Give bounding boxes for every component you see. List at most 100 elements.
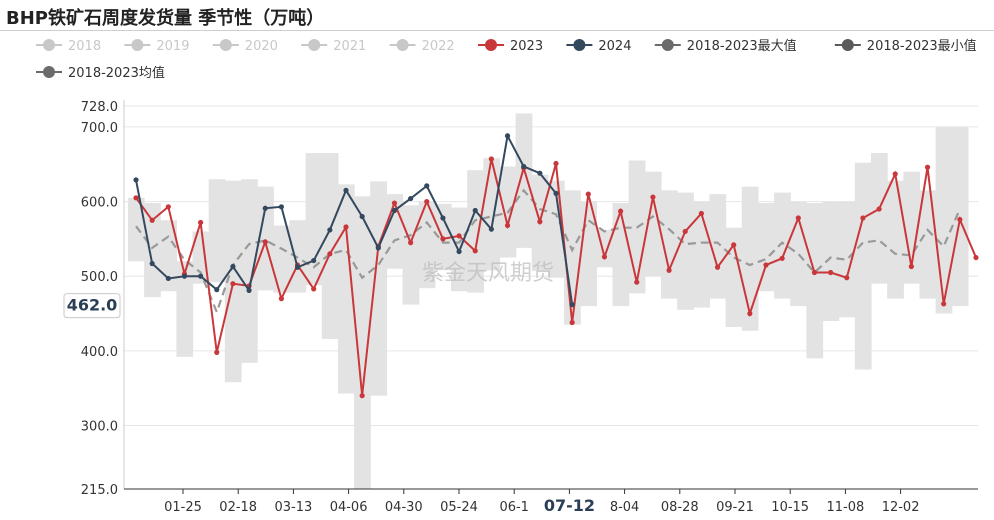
- series-2024-point: [311, 257, 317, 264]
- series-2024-point: [214, 287, 220, 293]
- series-2023-point: [828, 269, 834, 276]
- series-2024-point: [359, 213, 365, 220]
- band-segment: [644, 171, 662, 277]
- series-2024-point: [472, 207, 478, 214]
- y-tick-label: 700.0: [81, 121, 118, 136]
- series-2023-point: [941, 301, 947, 307]
- series-2023-point: [892, 171, 898, 177]
- series-2023-point: [230, 281, 236, 287]
- legend-item-2023[interactable]: 2023: [478, 39, 543, 54]
- legend-item-2018[interactable]: 2018: [36, 39, 101, 54]
- band-segment: [176, 261, 194, 357]
- series-2023: [133, 156, 979, 399]
- legend-label: 2021: [333, 39, 366, 54]
- series-2023-point: [327, 251, 333, 257]
- series-2023-point: [424, 198, 430, 205]
- legend-marker: [661, 39, 674, 51]
- series-2023-point: [876, 206, 882, 212]
- series-2023-point: [731, 242, 737, 248]
- band-segment: [661, 190, 678, 299]
- series-2024-point: [181, 273, 188, 279]
- x-tick-label: 02-18: [219, 500, 257, 515]
- legend-marker: [219, 39, 232, 51]
- band-segment: [144, 203, 161, 298]
- legend-item-2018-2023最大值[interactable]: 2018-2023最大值: [654, 38, 797, 54]
- average-line-path: [135, 188, 961, 316]
- legend-label: 2024: [598, 39, 631, 54]
- band-segment: [127, 197, 145, 262]
- band-segment: [321, 153, 339, 339]
- band-segment: [774, 192, 791, 299]
- average-line: [135, 188, 961, 316]
- x-tick-label: 01-25: [164, 500, 202, 515]
- series-2023-point: [359, 393, 365, 399]
- legend-label: 2023: [510, 39, 543, 54]
- series-2024-point: [375, 245, 381, 251]
- band-segment: [337, 184, 355, 394]
- watermark: 紫金天风期货: [422, 261, 554, 286]
- min-max-band: [127, 113, 969, 490]
- legend-item-2019[interactable]: 2019: [124, 39, 189, 54]
- series-2023-point: [618, 208, 624, 214]
- series-2023-point: [763, 262, 769, 268]
- series-2024-point: [327, 227, 333, 233]
- series-2023-point: [391, 200, 398, 206]
- series-2023-point: [569, 319, 575, 326]
- legend-item-2018-2023最小值[interactable]: 2018-2023最小值: [834, 38, 977, 54]
- legend-marker: [573, 39, 586, 51]
- series-2024-point: [440, 215, 446, 221]
- legend-item-2020[interactable]: 2020: [212, 39, 278, 54]
- series-2024-point: [278, 204, 284, 210]
- series-2024-point: [149, 260, 155, 267]
- legend-marker: [396, 39, 409, 51]
- x-tick-label: 08-28: [661, 500, 699, 515]
- series-2024-point: [537, 170, 543, 176]
- series-2023-point: [149, 217, 155, 223]
- series-2023-point: [440, 236, 446, 242]
- series-2023-point: [537, 219, 543, 225]
- band-segment: [838, 201, 856, 318]
- legend-item-2018-2023均值[interactable]: 2018-2023均值: [36, 65, 165, 81]
- band-segment: [418, 201, 436, 289]
- legend-marker: [841, 39, 854, 51]
- legend-label: 2022: [422, 39, 455, 54]
- band-segment: [402, 205, 420, 305]
- band-segment: [871, 153, 888, 284]
- legend-marker: [308, 39, 321, 51]
- x-tick-label: 03-13: [275, 500, 313, 515]
- series-2023-point: [795, 215, 801, 221]
- series-2023-point: [311, 286, 317, 292]
- x-tick-label: 06-1: [499, 500, 529, 515]
- series-2024-point: [262, 205, 268, 211]
- series-lines: [133, 132, 979, 399]
- series-2024-point: [230, 263, 236, 270]
- legend[interactable]: 2018 2019 2020 2021 2022 2023 2024 2018-2023最大值…: [36, 38, 977, 81]
- cursor-y-box: [63, 293, 121, 319]
- legend-item-2021[interactable]: 2021: [301, 39, 366, 54]
- x-axis: 01-25 02-18 03-13 04-06 04-30 05-24 06-1 07-12 8…: [124, 488, 978, 515]
- band-segment: [741, 186, 759, 331]
- series-2024-point: [294, 264, 301, 270]
- title-divider: [0, 30, 994, 31]
- legend-label: 2018-2023均值: [68, 65, 165, 81]
- band-segment: [757, 203, 775, 292]
- band-segment: [467, 170, 484, 293]
- cursor-y-label: 462.0: [67, 296, 118, 315]
- band-segment: [806, 203, 824, 359]
- legend-item-2022[interactable]: 2022: [389, 39, 455, 54]
- band-segment: [208, 179, 226, 283]
- y-tick-label: 400.0: [81, 345, 118, 360]
- legend-item-2024[interactable]: 2024: [566, 39, 631, 54]
- series-2023-point: [714, 264, 721, 270]
- band-segment: [887, 180, 904, 299]
- cursor-labels: 462.0: [63, 293, 121, 319]
- band-segment: [822, 201, 840, 322]
- legend-label: 2020: [245, 39, 278, 54]
- series-2024-point: [456, 248, 462, 255]
- legend-marker: [131, 39, 144, 51]
- series-2023-point: [408, 240, 414, 246]
- legend-marker: [43, 39, 55, 51]
- series-2023-point: [456, 233, 462, 239]
- series-2023-point: [262, 239, 268, 245]
